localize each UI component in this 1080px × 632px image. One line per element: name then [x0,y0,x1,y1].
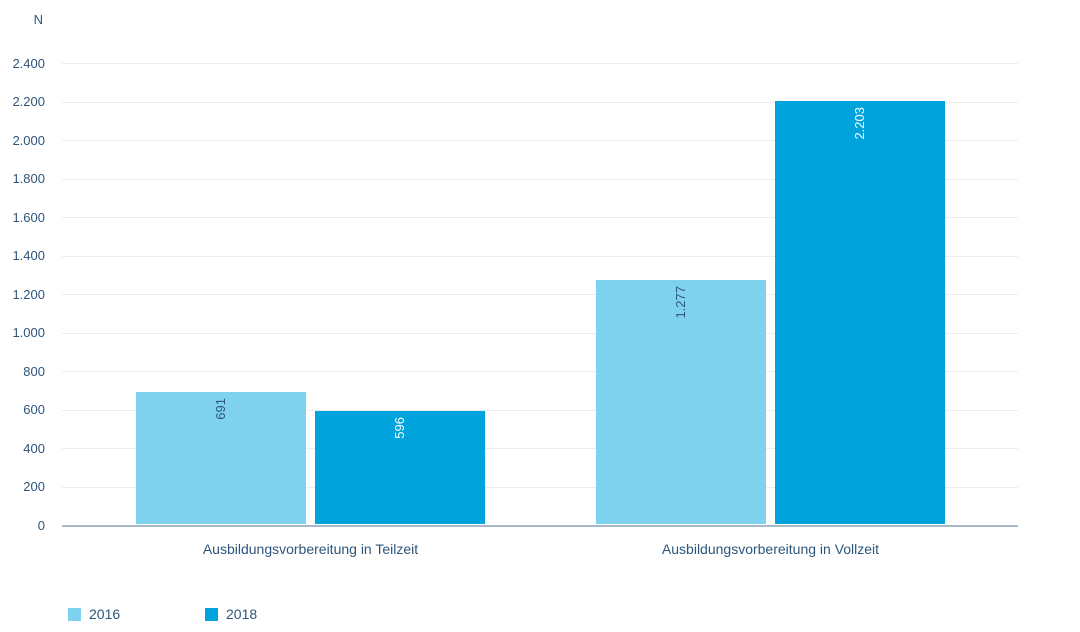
legend-swatch-2016 [68,607,81,621]
bar-value-label: 596 [392,416,407,439]
x-axis-line [62,524,1018,527]
y-axis-tick-label: 0 [37,517,45,533]
bar-2018-category-1 [775,101,945,525]
gridline [62,448,1018,449]
y-axis-tick-label: 2.400 [12,55,45,71]
y-axis-tick-label: 1.000 [12,325,45,340]
bar-2018-category-0 [315,410,485,525]
bar-value-label: 1.277 [673,285,688,319]
y-axis-tick-label: 1.800 [12,171,45,186]
y-axis-tick-label: 400 [23,440,45,456]
y-axis-tick-label: 2.200 [12,94,45,109]
gridline [62,486,1018,488]
bar-2016-category-0 [136,392,306,525]
y-axis-tick-label: 2.000 [12,132,45,148]
gridline [62,255,1018,257]
y-axis-tick-label: 200 [23,479,45,494]
legend-label-2016: 2016 [89,606,121,622]
legend-item-2018[interactable]: 2018 [205,601,257,627]
gridline [62,409,1018,411]
bar-value-label: 2.203 [852,107,867,140]
y-axis-title: N [33,12,43,27]
y-axis-tick-label: 1.400 [12,248,45,263]
gridline [62,371,1018,372]
gridline [62,332,1018,334]
gridline [62,63,1018,64]
legend-label-2018: 2018 [226,606,258,622]
legend-item-2016[interactable]: 2016 [68,601,120,627]
bar-value-label: 691 [213,398,228,421]
gridline [62,178,1018,180]
y-axis-tick-label: 1.600 [12,209,45,225]
y-axis-tick-label: 800 [23,363,45,379]
gridline [62,294,1018,295]
y-axis-tick-label: 1.200 [12,286,45,302]
gridline [62,140,1018,141]
x-axis-label-teilzeit: Ausbildungsvorbereitung in Teilzeit [202,541,419,557]
y-axis-tick-label: 600 [23,402,45,417]
gridline [62,101,1018,103]
gridline [62,217,1018,218]
bar-2016-category-1 [596,279,766,525]
legend-swatch-2018 [205,607,218,621]
x-axis-label-vollzeit: Ausbildungsvorbereitung in Vollzeit [661,541,880,557]
